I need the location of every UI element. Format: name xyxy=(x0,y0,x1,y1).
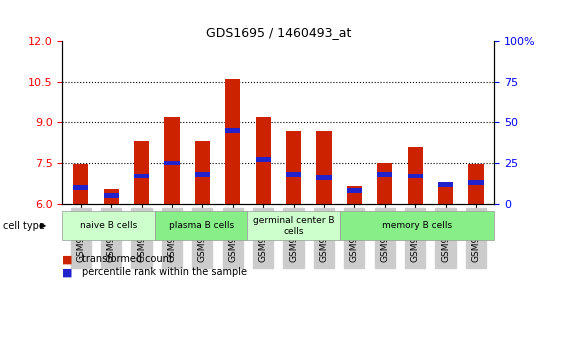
Text: ■: ■ xyxy=(62,255,73,264)
Text: cell type: cell type xyxy=(3,221,45,231)
Bar xyxy=(346,186,362,204)
Bar xyxy=(469,164,483,204)
Text: germinal center B
cells: germinal center B cells xyxy=(253,216,335,236)
Bar xyxy=(256,157,271,162)
Bar xyxy=(195,172,210,177)
Text: memory B cells: memory B cells xyxy=(382,221,452,230)
Bar xyxy=(438,182,453,204)
Bar xyxy=(225,79,240,204)
Bar xyxy=(407,147,423,204)
Bar xyxy=(377,163,392,204)
Bar xyxy=(346,188,362,193)
Bar xyxy=(438,182,453,187)
Title: GDS1695 / 1460493_at: GDS1695 / 1460493_at xyxy=(206,26,351,39)
Bar xyxy=(164,160,179,166)
Bar xyxy=(134,141,149,204)
Bar xyxy=(377,172,392,177)
Bar xyxy=(286,131,301,204)
Text: plasma B cells: plasma B cells xyxy=(169,221,234,230)
Bar xyxy=(103,189,119,204)
Bar xyxy=(164,117,179,204)
Bar xyxy=(256,117,271,204)
Bar xyxy=(469,180,483,185)
Text: naive B cells: naive B cells xyxy=(80,221,137,230)
Bar xyxy=(103,193,119,198)
Bar xyxy=(407,174,423,178)
Bar xyxy=(286,172,301,177)
Bar xyxy=(316,175,332,180)
Bar xyxy=(73,164,88,204)
Bar xyxy=(225,128,240,133)
Text: transformed count: transformed count xyxy=(82,255,173,264)
Bar xyxy=(316,131,332,204)
Bar xyxy=(195,141,210,204)
Text: ▶: ▶ xyxy=(40,221,46,230)
Bar xyxy=(134,174,149,178)
Text: percentile rank within the sample: percentile rank within the sample xyxy=(82,267,247,277)
Bar xyxy=(73,185,88,190)
Text: ■: ■ xyxy=(62,267,73,277)
